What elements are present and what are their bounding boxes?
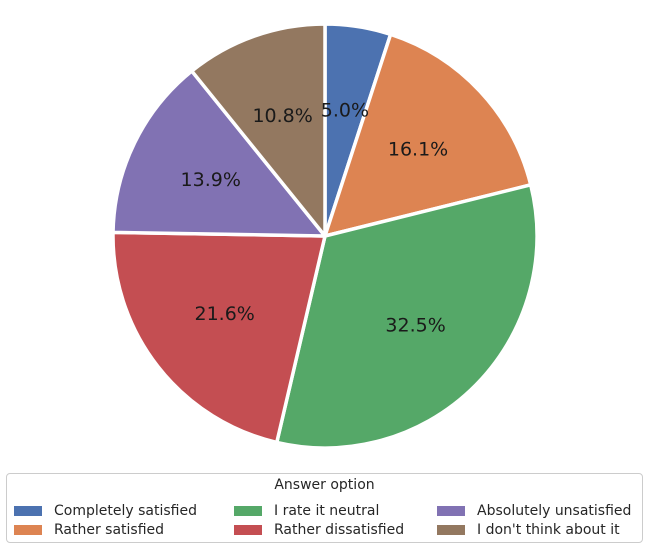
legend: Answer option Completely satisfied Rather…: [6, 473, 643, 543]
legend-swatch: [14, 506, 42, 516]
legend-swatch: [234, 525, 262, 535]
pie-label-completely-satisfied: 5.0%: [321, 99, 369, 121]
legend-item-i-rate-it-neutral: I rate it neutral: [234, 502, 379, 520]
legend-label: Rather satisfied: [54, 522, 165, 538]
legend-item-rather-satisfied: Rather satisfied: [14, 521, 164, 539]
pie-label-absolutely-unsatisfied: 13.9%: [181, 169, 241, 191]
legend-item-i-don-t-think-about-it: I don't think about it: [437, 521, 620, 539]
pie-label-i-rate-it-neutral: 32.5%: [385, 314, 445, 336]
legend-label: I rate it neutral: [274, 503, 380, 519]
pie-chart: 5.0% 16.1% 32.5% 21.6% 13.9% 10.8%: [111, 22, 539, 450]
legend-label: Absolutely unsatisfied: [477, 503, 632, 519]
legend-label: Rather dissatisfied: [274, 522, 405, 538]
legend-item-absolutely-unsatisfied: Absolutely unsatisfied: [437, 502, 631, 520]
pie-slice-rather-satisfied: [323, 32, 533, 238]
pie-slice-rather-dissatisfied: [111, 230, 327, 445]
pie-labels: 5.0% 16.1% 32.5% 21.6% 13.9% 10.8%: [181, 99, 449, 336]
pie-slices: [111, 22, 539, 450]
legend-swatch: [437, 506, 465, 516]
legend-item-rather-dissatisfied: Rather dissatisfied: [234, 521, 404, 539]
pie-slice-absolutely-unsatisfied: [111, 69, 327, 238]
legend-label: Completely satisfied: [54, 503, 197, 519]
legend-label: I don't think about it: [477, 522, 620, 538]
pie-slice-i-don-t-think-about-it: [190, 22, 327, 238]
legend-swatch: [437, 525, 465, 535]
pie-slice-i-rate-it-neutral: [275, 183, 539, 450]
legend-title: Answer option: [274, 477, 375, 493]
legend-swatch: [234, 506, 262, 516]
legend-swatch: [14, 525, 42, 535]
legend-item-completely-satisfied: Completely satisfied: [14, 502, 197, 520]
pie-label-rather-satisfied: 16.1%: [388, 138, 448, 160]
pie-label-rather-dissatisfied: 21.6%: [194, 303, 254, 325]
pie-label-i-don-t-think-about-it: 10.8%: [252, 105, 312, 127]
